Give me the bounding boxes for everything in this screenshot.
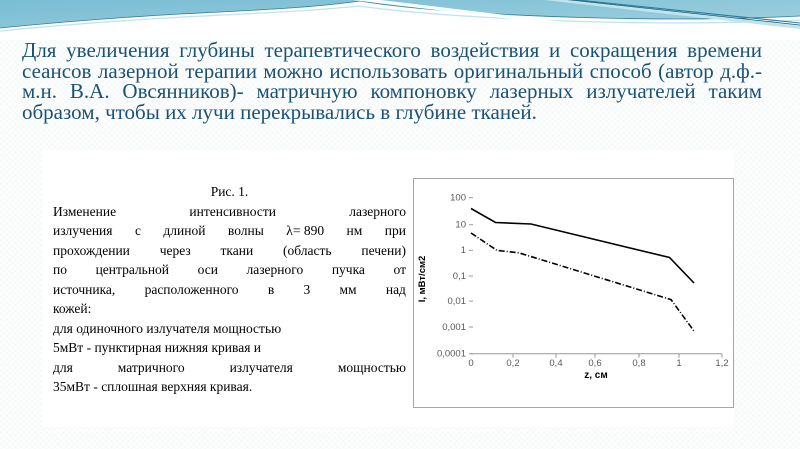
svg-text:0,6: 0,6 — [588, 358, 601, 369]
svg-text:z, см: z, см — [584, 370, 608, 381]
svg-text:1,2: 1,2 — [715, 358, 728, 369]
svg-text:10: 10 — [455, 220, 466, 231]
svg-text:0,8: 0,8 — [632, 358, 645, 369]
svg-text:0,4: 0,4 — [549, 358, 562, 369]
svg-text:I, мВт/см2: I, мВт/см2 — [417, 256, 428, 303]
svg-text:0,0001: 0,0001 — [437, 349, 466, 360]
svg-text:1: 1 — [461, 245, 466, 256]
svg-text:0,2: 0,2 — [506, 358, 519, 369]
svg-text:0,01: 0,01 — [448, 296, 467, 307]
svg-text:0: 0 — [468, 358, 473, 369]
svg-text:1: 1 — [676, 358, 681, 369]
svg-text:100: 100 — [450, 193, 466, 204]
svg-text:0,001: 0,001 — [442, 322, 466, 333]
svg-text:0,1: 0,1 — [453, 271, 466, 282]
